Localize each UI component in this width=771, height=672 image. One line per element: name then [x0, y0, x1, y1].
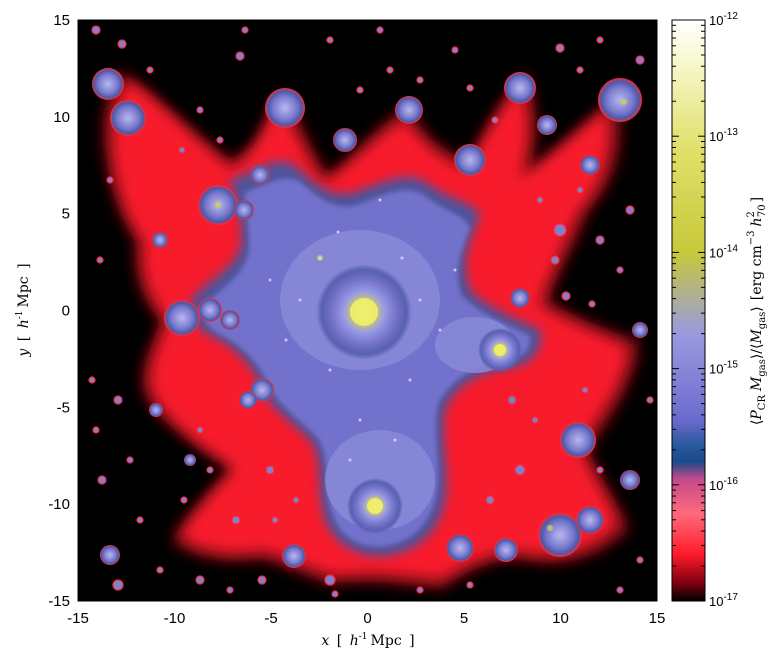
x-tick-label: -10	[164, 610, 186, 627]
colorbar-tick-label: 10-12	[709, 11, 738, 28]
y-tick-label: 10	[53, 109, 70, 126]
colorbar-tick-label: 10-16	[709, 476, 738, 493]
y-tick-label: -10	[48, 496, 70, 513]
x-tick-labels: -15 -10 -5 0 5 10 15	[67, 610, 665, 627]
x-tick-label: 0	[363, 610, 371, 627]
x-tick-label: -15	[67, 610, 89, 627]
x-tick-label: 10	[552, 610, 569, 627]
density-map	[88, 25, 654, 598]
x-tick-label: -5	[264, 610, 277, 627]
tick-marks	[77, 19, 658, 602]
colorbar-tick-label: 10-17	[709, 592, 738, 609]
y-tick-label: -15	[48, 593, 70, 610]
colorbar-title: ⟨PCRMgas⟩/⟨Mgas⟩[erg cm−3h270]	[746, 197, 768, 425]
colorbar-tick-label: 10-13	[709, 127, 738, 144]
y-tick-label: 0	[62, 303, 70, 320]
x-tick-label: 5	[460, 610, 468, 627]
y-tick-labels: -15 -10 -5 0 5 10 15	[48, 12, 70, 610]
y-tick-label: 15	[53, 12, 70, 29]
x-axis-title: x [ h-1 Mpc ]	[321, 632, 414, 649]
x-tick-label: 15	[649, 610, 666, 627]
colorbar-tick-label: 10-15	[709, 360, 738, 377]
colorbar-tick-labels: 10-17 10-16 10-15 10-14 10-13 10-12	[709, 11, 738, 609]
y-tick-label: -5	[57, 399, 70, 416]
y-axis-title: y [ h-1Mpc ]	[15, 263, 32, 357]
colorbar-ticks	[672, 19, 705, 602]
colorbar	[671, 19, 706, 602]
colorbar-tick-label: 10-14	[709, 243, 738, 260]
y-tick-label: 5	[62, 206, 70, 223]
